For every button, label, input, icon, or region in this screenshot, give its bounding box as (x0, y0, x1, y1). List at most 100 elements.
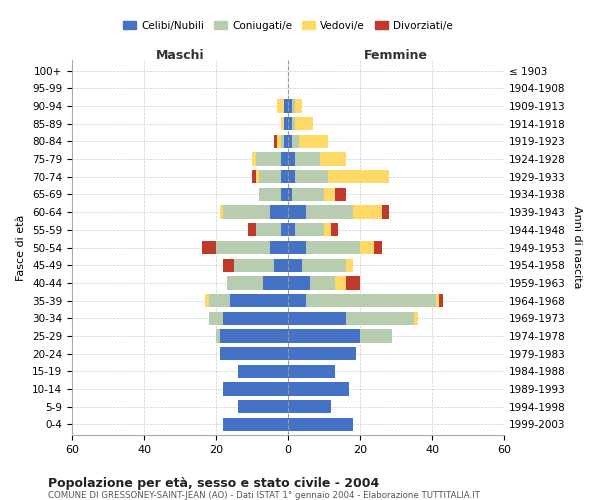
Bar (238, 364, 288, 378)
Bar (220, 206, 223, 219)
Bar (277, 100, 284, 112)
Bar (209, 312, 223, 325)
Text: Popolazione per età, sesso e stato civile - 2004: Popolazione per età, sesso e stato civil… (48, 478, 379, 490)
Bar (292, 117, 295, 130)
Bar (284, 100, 288, 112)
Bar (259, 188, 281, 201)
Bar (263, 276, 288, 289)
Bar (274, 258, 288, 272)
Bar (288, 294, 306, 307)
Bar (346, 276, 360, 289)
Bar (302, 258, 346, 272)
Bar (288, 152, 295, 166)
Bar (220, 330, 288, 342)
Bar (374, 241, 382, 254)
Bar (227, 276, 263, 289)
Bar (281, 170, 288, 183)
Bar (295, 170, 328, 183)
Bar (284, 117, 288, 130)
Bar (220, 347, 288, 360)
Text: COMUNE DI GRESSONEY-SAINT-JEAN (AO) - Dati ISTAT 1° gennaio 2004 - Elaborazione : COMUNE DI GRESSONEY-SAINT-JEAN (AO) - Da… (48, 491, 480, 500)
Bar (346, 258, 353, 272)
Bar (306, 206, 353, 219)
Bar (324, 188, 335, 201)
Bar (281, 134, 284, 148)
Bar (259, 170, 281, 183)
Bar (292, 188, 324, 201)
Bar (281, 117, 284, 130)
Bar (284, 134, 288, 148)
Bar (310, 276, 335, 289)
Bar (288, 418, 353, 431)
Bar (270, 241, 288, 254)
Bar (270, 206, 288, 219)
Bar (256, 223, 281, 236)
Bar (306, 294, 436, 307)
Bar (288, 117, 292, 130)
Bar (360, 330, 392, 342)
Bar (335, 188, 346, 201)
Bar (436, 294, 439, 307)
Bar (353, 206, 382, 219)
Bar (205, 294, 209, 307)
Y-axis label: Anni di nascita: Anni di nascita (572, 206, 582, 289)
Bar (299, 134, 328, 148)
Bar (277, 134, 281, 148)
Bar (223, 258, 234, 272)
Bar (292, 134, 299, 148)
Bar (346, 312, 414, 325)
Bar (295, 152, 320, 166)
Bar (295, 117, 313, 130)
Bar (382, 206, 389, 219)
Bar (281, 152, 288, 166)
Text: Maschi: Maschi (155, 49, 205, 62)
Bar (320, 152, 346, 166)
Bar (295, 100, 302, 112)
Bar (328, 170, 389, 183)
Bar (288, 100, 292, 112)
Bar (274, 134, 277, 148)
Legend: Celibi/Nubili, Coniugati/e, Vedovi/e, Divorziati/e: Celibi/Nubili, Coniugati/e, Vedovi/e, Di… (119, 16, 457, 35)
Bar (414, 312, 418, 325)
Bar (209, 294, 230, 307)
Bar (223, 206, 270, 219)
Bar (256, 170, 259, 183)
Bar (288, 312, 346, 325)
Bar (288, 134, 292, 148)
Bar (288, 206, 306, 219)
Bar (288, 276, 310, 289)
Bar (223, 312, 288, 325)
Bar (331, 223, 338, 236)
Bar (288, 188, 292, 201)
Bar (248, 223, 256, 236)
Bar (306, 241, 360, 254)
Text: Femmine: Femmine (364, 49, 428, 62)
Bar (223, 382, 288, 396)
Bar (324, 223, 331, 236)
Bar (288, 170, 295, 183)
Bar (288, 400, 331, 413)
Bar (223, 418, 288, 431)
Bar (292, 100, 295, 112)
Bar (295, 223, 324, 236)
Bar (288, 223, 295, 236)
Bar (216, 241, 270, 254)
Bar (281, 223, 288, 236)
Bar (281, 188, 288, 201)
Bar (288, 330, 360, 342)
Bar (288, 347, 356, 360)
Bar (216, 330, 220, 342)
Bar (335, 276, 346, 289)
Bar (234, 258, 274, 272)
Bar (288, 364, 335, 378)
Bar (288, 382, 349, 396)
Bar (252, 152, 256, 166)
Bar (256, 152, 281, 166)
Bar (238, 400, 288, 413)
Bar (360, 241, 374, 254)
Bar (202, 241, 216, 254)
Bar (288, 241, 306, 254)
Bar (439, 294, 443, 307)
Y-axis label: Fasce di età: Fasce di età (16, 214, 26, 280)
Bar (252, 170, 256, 183)
